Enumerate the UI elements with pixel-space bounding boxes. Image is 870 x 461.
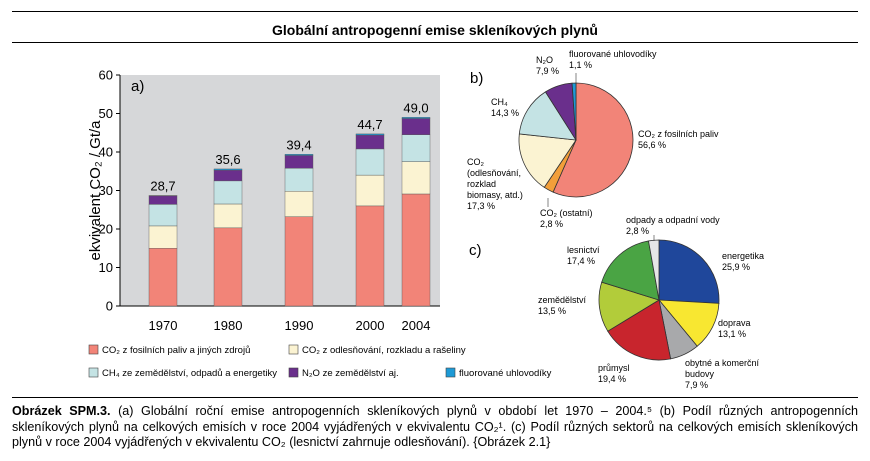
page-title: Globální antropogenní emise skleníkových…	[272, 22, 598, 38]
legend-swatch	[445, 367, 456, 378]
bar-segment	[284, 216, 314, 307]
bar-segment	[401, 118, 431, 135]
bar-total-label: 35,6	[215, 152, 240, 167]
y-tick-label: 10	[99, 260, 113, 275]
bar-total-label: 39,4	[286, 137, 311, 152]
y-tick-label: 30	[99, 183, 113, 198]
pie-slice-label: energetika 25,9 %	[722, 251, 764, 272]
pie-slice-label: CH₄ 14,3 %	[491, 97, 519, 118]
y-tick-label: 0	[106, 299, 113, 314]
bar-segment	[355, 134, 385, 150]
legend-label: CO₂ z fosilních paliv a jiných zdrojů	[102, 345, 250, 356]
y-tick-label: 50	[99, 106, 113, 121]
pie-slice	[607, 299, 672, 361]
bar-segment	[355, 133, 385, 136]
bar-segment	[148, 248, 178, 307]
x-tick-label: 2004	[402, 318, 431, 333]
bar-segment	[148, 195, 178, 205]
panel-label: c)	[469, 242, 482, 259]
bar-chart: 0 10 20 30 40 50 60 ekvivalent CO₂ / Gt/a a) 28,7…	[87, 68, 440, 333]
caption-rule	[12, 397, 858, 398]
legend-swatch	[88, 367, 99, 378]
pie-slice-label: N₂O 7,9 %	[536, 55, 559, 76]
figure: 0 10 20 30 40 50 60 ekvivalent CO₂ / Gt/a a) 28,7…	[87, 49, 764, 390]
pie-slice	[518, 133, 577, 188]
pie-slice-label: zemědělství 13,5 %	[538, 295, 587, 316]
pie-slice-label: odpady a odpadní vody 2,8 %	[626, 215, 720, 236]
caption-text: (a) Globální roční emise antropogenních …	[12, 404, 859, 450]
bar-total-label: 44,7	[357, 117, 382, 132]
y-tick-label: 60	[99, 68, 113, 83]
bar-segment	[401, 193, 431, 307]
bar-segment	[213, 180, 243, 205]
x-tick-label: 2000	[356, 318, 385, 333]
bar-chart-legend: CO₂ z fosilních paliv a jiných zdrojů CO₂…	[88, 344, 552, 379]
y-tick-label: 20	[99, 222, 113, 237]
legend-label: CO₂ z odlesňování, rozkladu a rašeliny	[302, 345, 466, 356]
pie-slice-label: CO₂ (ostatní) 2,8 %	[540, 208, 593, 229]
pie-slice-label: lesnictví 17,4 %	[567, 245, 600, 266]
bar-segment	[213, 227, 243, 307]
bar-segment	[284, 191, 314, 217]
legend-swatch	[88, 344, 99, 355]
figure-caption: Obrázek SPM.3. (a) Globální roční emise …	[12, 404, 858, 451]
panel-label-a: a)	[131, 78, 144, 95]
x-tick-label: 1970	[149, 318, 178, 333]
pie-slice	[552, 82, 634, 198]
legend-swatch	[288, 367, 299, 378]
bar-segment	[355, 205, 385, 307]
bar-segment	[284, 167, 314, 192]
x-tick-label: 1990	[285, 318, 314, 333]
legend-label: CH₄ ze zemědělství, odpadů a energetiky	[102, 368, 277, 379]
bar-segment	[284, 154, 314, 156]
pie-slice-label: fluorované uhlovodíky 1,1 %	[569, 49, 657, 70]
pie-slice	[518, 91, 577, 141]
bar-segment	[401, 117, 431, 119]
title-rule	[12, 42, 858, 43]
y-tick-label: 40	[99, 145, 113, 160]
bar-segment	[401, 161, 431, 195]
bar-segment	[148, 225, 178, 249]
legend-label: N₂O ze zemědělství aj.	[302, 368, 399, 379]
pie-slice-label: průmysl 19,4 %	[598, 363, 630, 384]
pie-slice-label: CO₂ z fosilních paliv 56,6 %	[638, 129, 719, 150]
legend-swatch	[288, 344, 299, 355]
pie-chart-sectors: c) energetika 25,9 % doprava 13,1 % obytné a …	[469, 215, 764, 390]
pie-slice-label: obytné a komerční budovy 7,9 %	[685, 358, 760, 390]
pie-slice	[601, 240, 660, 301]
bar-segment	[401, 134, 431, 162]
bar-segment	[148, 204, 178, 227]
y-axis-label: ekvivalent CO₂ / Gt/a	[87, 120, 104, 261]
bar-segment	[355, 148, 385, 176]
bar-total-label: 49,0	[403, 100, 428, 115]
bar-segment	[213, 168, 243, 171]
bar-segment	[355, 174, 385, 207]
bar-segment	[213, 169, 243, 182]
pie-chart-gases: b) CO₂ z fosilních paliv 56,6 % CO₂ (ostatn…	[467, 49, 719, 229]
pie-slice	[658, 239, 720, 304]
top-rule	[12, 11, 858, 12]
bar-segment	[213, 203, 243, 229]
pie-slice-label: CO₂ (odlesňování, rozklad biomasy, atd.) 17,…	[467, 157, 523, 211]
legend-label: fluorované uhlovodíky	[459, 368, 552, 379]
bar-segment	[284, 155, 314, 169]
bar-total-label: 28,7	[150, 179, 175, 194]
panel-label: b)	[470, 70, 483, 87]
x-tick-label: 1980	[214, 318, 243, 333]
pie-slice-label: doprava 13,1 %	[718, 318, 751, 339]
caption-label: Obrázek SPM.3.	[12, 404, 111, 418]
